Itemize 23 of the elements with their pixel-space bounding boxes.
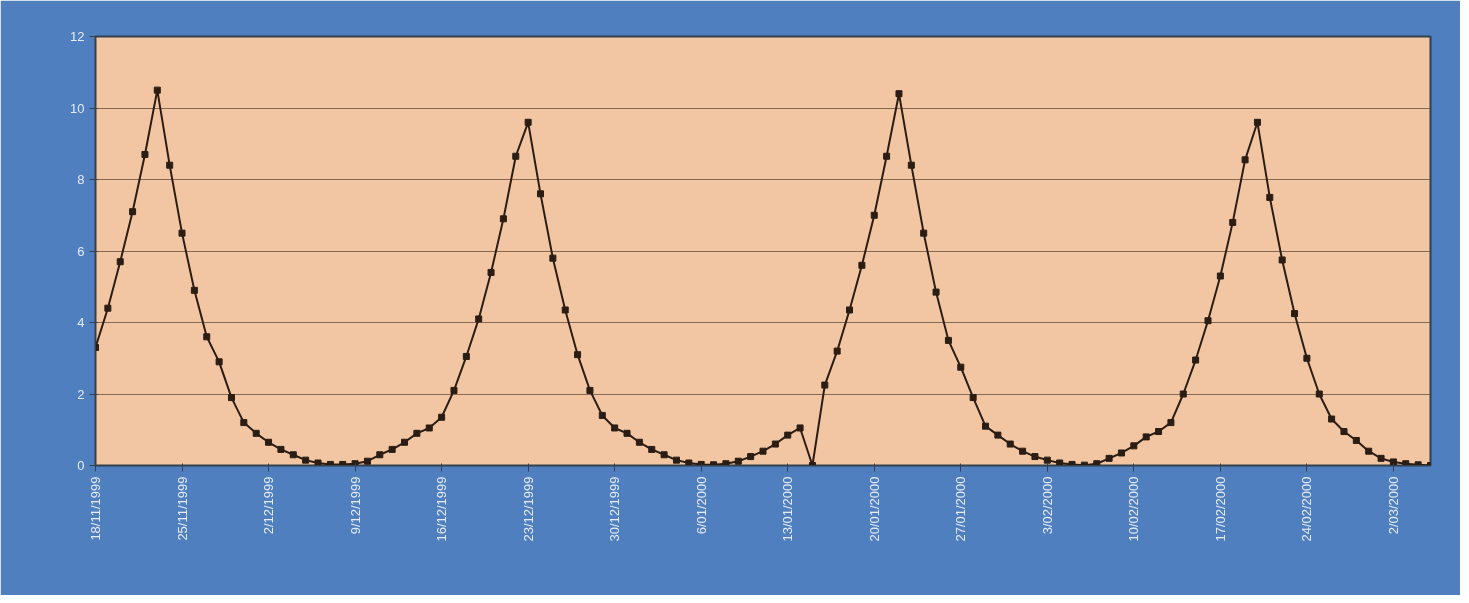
x-tick-label: 24/02/2000 bbox=[1299, 476, 1315, 542]
y-tick-label: 6 bbox=[77, 243, 85, 259]
x-tick-label: 6/01/2000 bbox=[693, 476, 709, 535]
x-tick-label: 17/02/2000 bbox=[1212, 476, 1228, 542]
x-tick-label: 23/12/1999 bbox=[520, 476, 536, 542]
y-tick-label: 2 bbox=[77, 386, 85, 402]
x-tick-label: 27/01/2000 bbox=[953, 476, 969, 542]
y-tick-label: 10 bbox=[70, 100, 85, 116]
x-tick-label: 2/03/2000 bbox=[1385, 476, 1401, 535]
x-tick-label: 3/02/2000 bbox=[1039, 476, 1055, 535]
y-tick-label: 0 bbox=[77, 458, 85, 473]
x-tick-label: 10/02/2000 bbox=[1126, 476, 1142, 542]
x-tick-label: 2/12/1999 bbox=[261, 476, 277, 535]
y-tick-label: 4 bbox=[77, 315, 85, 330]
x-tick-label: 16/12/1999 bbox=[434, 476, 450, 542]
x-tick-label: 9/12/1999 bbox=[347, 476, 363, 535]
x-tick-label: 30/12/1999 bbox=[607, 476, 623, 542]
x-tick-label: 18/11/1999 bbox=[88, 476, 103, 541]
x-tick-label: 20/01/2000 bbox=[866, 476, 882, 542]
x-tick-label: 25/11/1999 bbox=[174, 476, 190, 541]
y-tick-label: 8 bbox=[77, 172, 85, 187]
y-tick-label: 12 bbox=[70, 29, 85, 44]
x-tick-label: 13/01/2000 bbox=[780, 476, 796, 542]
